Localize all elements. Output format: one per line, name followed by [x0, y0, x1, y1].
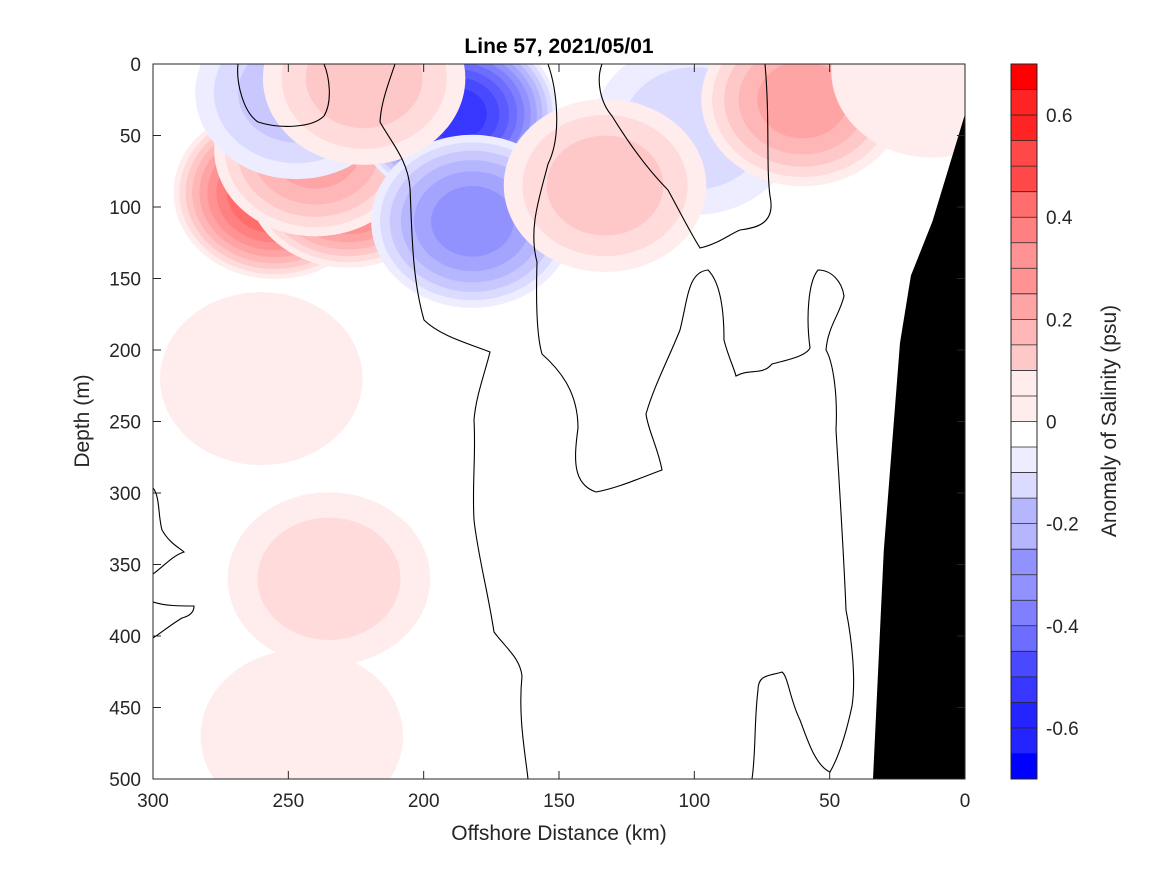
colorbar-level: [1011, 344, 1037, 371]
colorbar-level: [1011, 702, 1037, 729]
colorbar-level: [1011, 64, 1037, 91]
colorbar-level: [1011, 421, 1037, 448]
colorbar-tick-label: -0.6: [1046, 719, 1079, 740]
colorbar-level: [1011, 753, 1037, 780]
colorbar-label: Anomaly of Salinity (psu): [1098, 305, 1121, 537]
y-tick-label: 500: [109, 770, 141, 791]
x-tick-label: 200: [408, 791, 440, 812]
colorbar-level: [1011, 727, 1037, 754]
x-tick-label: 0: [960, 791, 971, 812]
colorbar-tick-label: -0.2: [1046, 515, 1079, 536]
zero-contour: [153, 601, 195, 639]
x-axis: 300 250 200 150 100 50 0: [137, 64, 970, 812]
colorbar-level: [1011, 523, 1037, 550]
colorbar-level: [1011, 268, 1037, 295]
colorbar-level: [1011, 574, 1037, 601]
seafloor-bathymetry: [873, 114, 965, 779]
anomaly-contour-band: [305, 64, 423, 129]
colorbar-level: [1011, 498, 1037, 525]
colorbar-level: [1011, 395, 1037, 422]
anomaly-contour-band: [257, 517, 401, 640]
y-tick-label: 450: [109, 699, 141, 720]
colorbar-level: [1011, 242, 1037, 269]
colorbar-tick-label: -0.4: [1046, 617, 1079, 638]
x-axis-label: Offshore Distance (km): [451, 822, 667, 845]
anomaly-contour-band: [831, 64, 965, 158]
x-tick-label: 100: [678, 791, 710, 812]
anomaly-contour-band: [757, 64, 848, 139]
colorbar-level: [1011, 549, 1037, 576]
colorbar-level: [1011, 447, 1037, 474]
colorbar-level: [1011, 600, 1037, 627]
zero-contour: [533, 64, 855, 779]
zero-contour: [379, 64, 529, 779]
colorbar-tick-label: 0.6: [1046, 106, 1072, 127]
colorbar-level: [1011, 166, 1037, 193]
colorbar-level: [1011, 625, 1037, 652]
anomaly-contour-band: [546, 135, 664, 236]
zero-contour: [237, 64, 330, 127]
y-tick-label: 250: [109, 413, 141, 434]
colorbar-level: [1011, 319, 1037, 346]
zero-contour: [153, 487, 186, 575]
zero-contour: [598, 64, 772, 249]
anomaly-contour-band: [200, 649, 404, 779]
colorbar-ticks: 0.6 0.4 0.2 0 -0.2 -0.4 -0.6: [1046, 106, 1079, 740]
x-tick-label: 250: [272, 791, 304, 812]
colorbar-tick-label: 0.4: [1046, 208, 1073, 229]
zero-contours: [153, 64, 855, 779]
y-axis: 0 50 100 150 200 250 300 350 400 450 500: [109, 55, 965, 791]
y-tick-label: 400: [109, 627, 141, 648]
colorbar: [1011, 63, 1037, 780]
colorbar-level: [1011, 651, 1037, 678]
colorbar-tick-label: 0: [1046, 413, 1057, 434]
chart-title: Line 57, 2021/05/01: [464, 35, 653, 58]
x-tick-label: 50: [819, 791, 840, 812]
colorbar-level: [1011, 140, 1037, 167]
y-tick-label: 300: [109, 484, 141, 505]
colorbar-level: [1011, 293, 1037, 320]
plot-area: [153, 64, 965, 779]
y-tick-label: 150: [109, 270, 141, 291]
colorbar-level: [1011, 217, 1037, 244]
x-tick-label: 150: [543, 791, 575, 812]
colorbar-level: [1011, 115, 1037, 142]
colorbar-level: [1011, 472, 1037, 499]
colorbar-level: [1011, 191, 1037, 218]
x-tick-label: 300: [137, 791, 169, 812]
y-axis-label: Depth (m): [71, 374, 94, 467]
y-tick-label: 100: [109, 198, 141, 219]
anomaly-contour-band: [431, 185, 514, 257]
colorbar-level: [1011, 676, 1037, 703]
y-tick-label: 0: [130, 55, 141, 76]
colorbar-level: [1011, 370, 1037, 397]
y-tick-label: 350: [109, 556, 141, 577]
y-tick-label: 50: [120, 127, 141, 148]
y-tick-label: 200: [109, 341, 141, 362]
anomaly-contour-band: [160, 292, 363, 466]
colorbar-level: [1011, 89, 1037, 116]
colorbar-tick-label: 0.2: [1046, 310, 1072, 331]
colorbar-frame: [1010, 63, 1038, 780]
